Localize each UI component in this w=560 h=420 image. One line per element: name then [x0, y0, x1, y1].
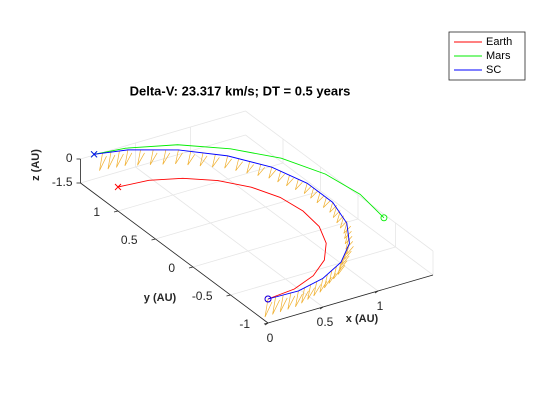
- thrust-vector: [212, 154, 220, 168]
- y-tick-label: -1: [239, 317, 250, 331]
- y-axis-label: y (AU): [144, 292, 177, 304]
- y-tick-label: 1: [93, 205, 100, 219]
- thrust-vector: [286, 175, 294, 187]
- grid-line: [117, 162, 284, 212]
- x-tick: [319, 306, 324, 310]
- series-line: [117, 177, 327, 300]
- y-tick-label: 0: [168, 261, 175, 275]
- thrust-vector: [279, 294, 288, 313]
- y-tick: [113, 210, 119, 213]
- z-tick-label: 0: [66, 151, 73, 165]
- x-axis: [267, 274, 434, 324]
- end-marker: [114, 183, 122, 191]
- grid-line: [245, 134, 434, 276]
- thrust-vector: [175, 149, 183, 165]
- thrust-vector: [295, 179, 303, 190]
- z-tick-label: -1.5: [52, 175, 73, 189]
- y-tick-label: 0.5: [121, 233, 138, 247]
- thrust-vector: [339, 217, 348, 229]
- thrust-vector: [337, 262, 346, 275]
- x-tick-label: 0.5: [317, 315, 334, 329]
- legend-label: Mars: [486, 50, 511, 62]
- grid-line: [190, 150, 379, 292]
- thrust-vector: [310, 187, 318, 199]
- thrust-vector: [149, 149, 158, 166]
- thrust-vector: [303, 183, 312, 194]
- thrust-vector: [307, 284, 315, 300]
- series-line: [93, 144, 385, 219]
- y-tick-label: -0.5: [192, 289, 213, 303]
- y-tick: [188, 266, 194, 269]
- thrust-vector: [199, 152, 208, 167]
- thrust-vector: [224, 155, 232, 169]
- y-tick: [263, 322, 269, 325]
- start-marker: [380, 214, 388, 222]
- chart-title: Delta-V: 23.317 km/s; DT = 0.5 years: [130, 83, 351, 98]
- legend-label: SC: [486, 64, 501, 76]
- thrust-vector: [339, 257, 348, 270]
- thrust-vector: [246, 161, 254, 174]
- thrust-vector: [344, 233, 353, 245]
- thrust-vector: [343, 223, 352, 234]
- thrust-vector: [187, 151, 196, 166]
- series-line: [93, 149, 350, 300]
- thrust-vector: [329, 202, 337, 213]
- grid-line: [192, 218, 359, 268]
- grid-line: [230, 246, 396, 296]
- thrust-vector: [341, 252, 350, 265]
- grid-line: [155, 190, 321, 240]
- thrust-vector: [295, 290, 303, 308]
- grid-line: [245, 110, 434, 252]
- thrust-vector: [272, 296, 280, 315]
- thrust-vector: [332, 207, 341, 218]
- thrust-vector: [345, 238, 354, 250]
- x-tick-label: 0: [267, 331, 274, 345]
- thrust-vector: [287, 292, 296, 310]
- thrust-vector: [99, 153, 107, 171]
- thrust-vector: [322, 197, 331, 208]
- thrust-vector: [257, 164, 266, 176]
- thrust-vector: [268, 167, 277, 179]
- thrust-vector: [124, 149, 133, 166]
- thrust-vector: [107, 152, 116, 170]
- thrust-vector: [162, 149, 171, 165]
- x-tick: [374, 290, 379, 294]
- thrust-vector: [344, 228, 352, 239]
- x-tick-label: 1: [377, 299, 384, 313]
- grid-line: [80, 110, 246, 160]
- thrust-vector: [313, 281, 322, 297]
- y-axis: [80, 182, 269, 324]
- thrust-vector: [264, 298, 273, 318]
- legend-label: Earth: [486, 36, 512, 48]
- y-tick: [226, 294, 231, 297]
- thrust-vector: [316, 192, 325, 204]
- x-axis-label: x (AU): [346, 313, 379, 325]
- thrust-vector: [137, 149, 145, 166]
- thrust-vector: [116, 150, 124, 168]
- grid-line: [80, 134, 246, 184]
- thrust-vector: [319, 278, 328, 293]
- grid-line: [135, 166, 324, 308]
- thrust-vector: [235, 158, 243, 171]
- thrust-vector: [328, 270, 337, 284]
- thrust-vector: [336, 212, 344, 224]
- z-axis-label: z (AU): [30, 149, 42, 181]
- thrust-vector: [346, 243, 354, 255]
- thrust-vector: [277, 171, 285, 183]
- end-marker: [90, 150, 98, 158]
- thrust-vector: [301, 287, 309, 304]
- thrust-vector: [324, 274, 332, 289]
- thrust-vector: [343, 248, 352, 260]
- y-tick: [151, 238, 156, 241]
- start-marker: [264, 295, 272, 303]
